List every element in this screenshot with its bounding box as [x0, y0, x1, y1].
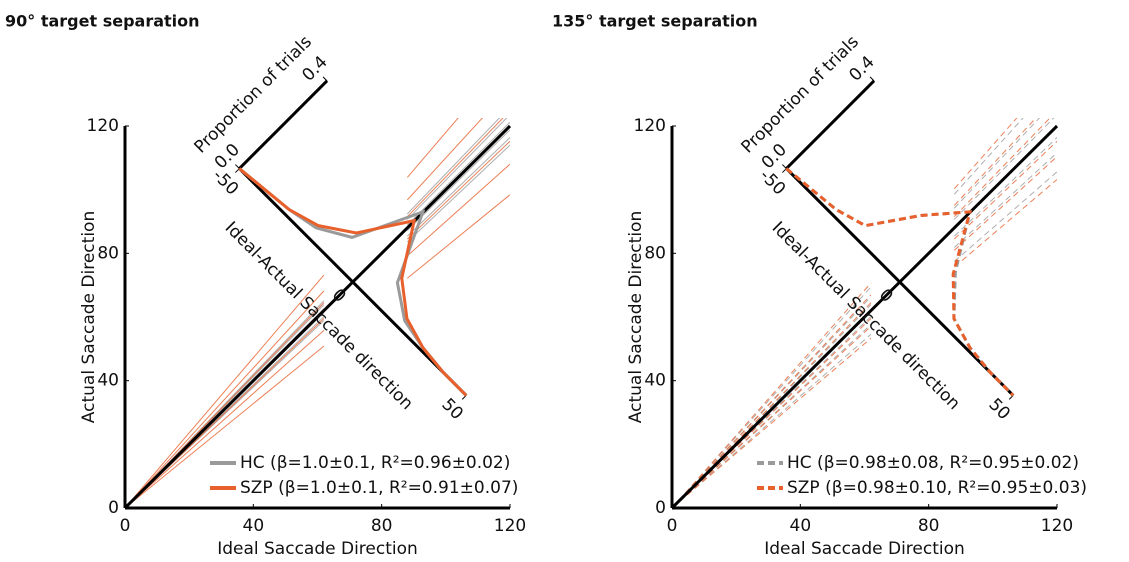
fit-line: [672, 304, 872, 508]
fit-line: [406, 118, 501, 215]
fit-line: [406, 137, 510, 237]
y-tick-label: 0: [655, 498, 666, 518]
fit-line: [954, 179, 1057, 268]
fit-line: [406, 129, 510, 232]
x-tick-label: 80: [371, 516, 393, 536]
fit-line: [672, 326, 872, 508]
fit-line: [954, 171, 1057, 262]
identity-line: [123, 124, 512, 510]
dist-curve: [238, 167, 468, 397]
identity-line: [670, 124, 1059, 510]
legend-label: SZP (β=0.98±0.10, R²=0.95±0.03): [787, 478, 1087, 498]
fit-line: [406, 144, 510, 243]
fit-line: [406, 118, 484, 201]
fit-line: [406, 140, 510, 240]
fit-line: [953, 156, 1057, 251]
x-tick-label: 120: [494, 516, 526, 536]
dist-x-axis: [238, 167, 468, 397]
legend-label: SZP (β=1.0±0.1, R²=0.91±0.07): [240, 478, 518, 498]
fit-line: [672, 333, 872, 508]
dist-x-tick: [348, 281, 354, 287]
fit-line: [672, 294, 872, 508]
panel-title: 90° target separation: [5, 12, 200, 31]
dist-y-label: Proportion of trials: [191, 32, 316, 157]
legend-label: HC (β=1.0±0.1, R²=0.96±0.02): [240, 453, 510, 473]
y-tick-label: 0: [108, 498, 119, 518]
fit-line: [672, 302, 872, 508]
x-axis-label: Ideal Saccade Direction: [217, 539, 418, 559]
x-tick-label: 80: [918, 516, 940, 536]
dist-x-tick: [235, 168, 240, 173]
y-axis-label: Actual Saccade Direction: [626, 211, 646, 423]
y-tick-label: 80: [97, 243, 119, 263]
fit-line: [953, 118, 1051, 218]
fit-line: [953, 140, 1057, 240]
fit-line: [672, 316, 872, 508]
x-tick-label: 0: [667, 516, 678, 536]
dist-y-tick: [782, 164, 787, 169]
y-tick-label: 120: [87, 116, 119, 136]
panel: 90° target separation 0 40 80 120 0 40 80 120 Ide…: [5, 12, 526, 560]
fit-line: [953, 118, 1055, 220]
fit-line: [953, 118, 1024, 195]
dist-y-label: Proportion of trials: [738, 32, 863, 157]
legend-label: HC (β=0.98±0.08, R²=0.95±0.02): [787, 453, 1079, 473]
fit-line: [953, 118, 1018, 189]
fit-line: [125, 329, 325, 508]
panel: 135° target separation 0 40 80 120 0 40 80 120 Id…: [552, 12, 1087, 560]
y-tick-label: 40: [97, 371, 119, 391]
dist-x-tick: [1008, 395, 1014, 400]
dist-y-tick: [869, 76, 875, 82]
fit-line: [953, 118, 1041, 209]
fit-line: [953, 152, 1057, 248]
dist-y-tick: [322, 76, 328, 82]
fit-line: [125, 345, 325, 508]
y-axis-label: Actual Saccade Direction: [79, 211, 99, 423]
panel-title: 135° target separation: [552, 12, 758, 31]
fit-line: [406, 118, 508, 220]
fit-line: [953, 118, 1037, 206]
x-tick-label: 40: [790, 516, 812, 536]
dist-y-tick: [235, 164, 240, 169]
y-tick-label: 40: [644, 371, 666, 391]
x-tick-label: 40: [243, 516, 265, 536]
dist-y-axis: [785, 79, 876, 170]
fit-line: [672, 282, 872, 508]
x-tick-label: 0: [120, 516, 131, 536]
x-tick-label: 120: [1041, 516, 1073, 536]
y-tick-label: 120: [634, 116, 666, 136]
fit-line: [672, 296, 872, 508]
y-tick-label: 80: [644, 243, 666, 263]
dist-curve: [785, 167, 1015, 397]
fit-line: [953, 137, 1057, 237]
dist-y-axis: [238, 79, 329, 170]
fit-line: [125, 274, 325, 508]
fit-line: [407, 194, 510, 279]
dist-x-tick: [895, 281, 901, 287]
dist-x-tick: [782, 168, 787, 173]
fit-line: [406, 118, 459, 178]
fit-line: [407, 163, 510, 257]
x-axis-label: Ideal Saccade Direction: [764, 539, 965, 559]
fit-line: [672, 337, 872, 508]
fit-line: [406, 118, 504, 218]
fit-line: [406, 121, 510, 226]
fit-line: [125, 290, 325, 508]
